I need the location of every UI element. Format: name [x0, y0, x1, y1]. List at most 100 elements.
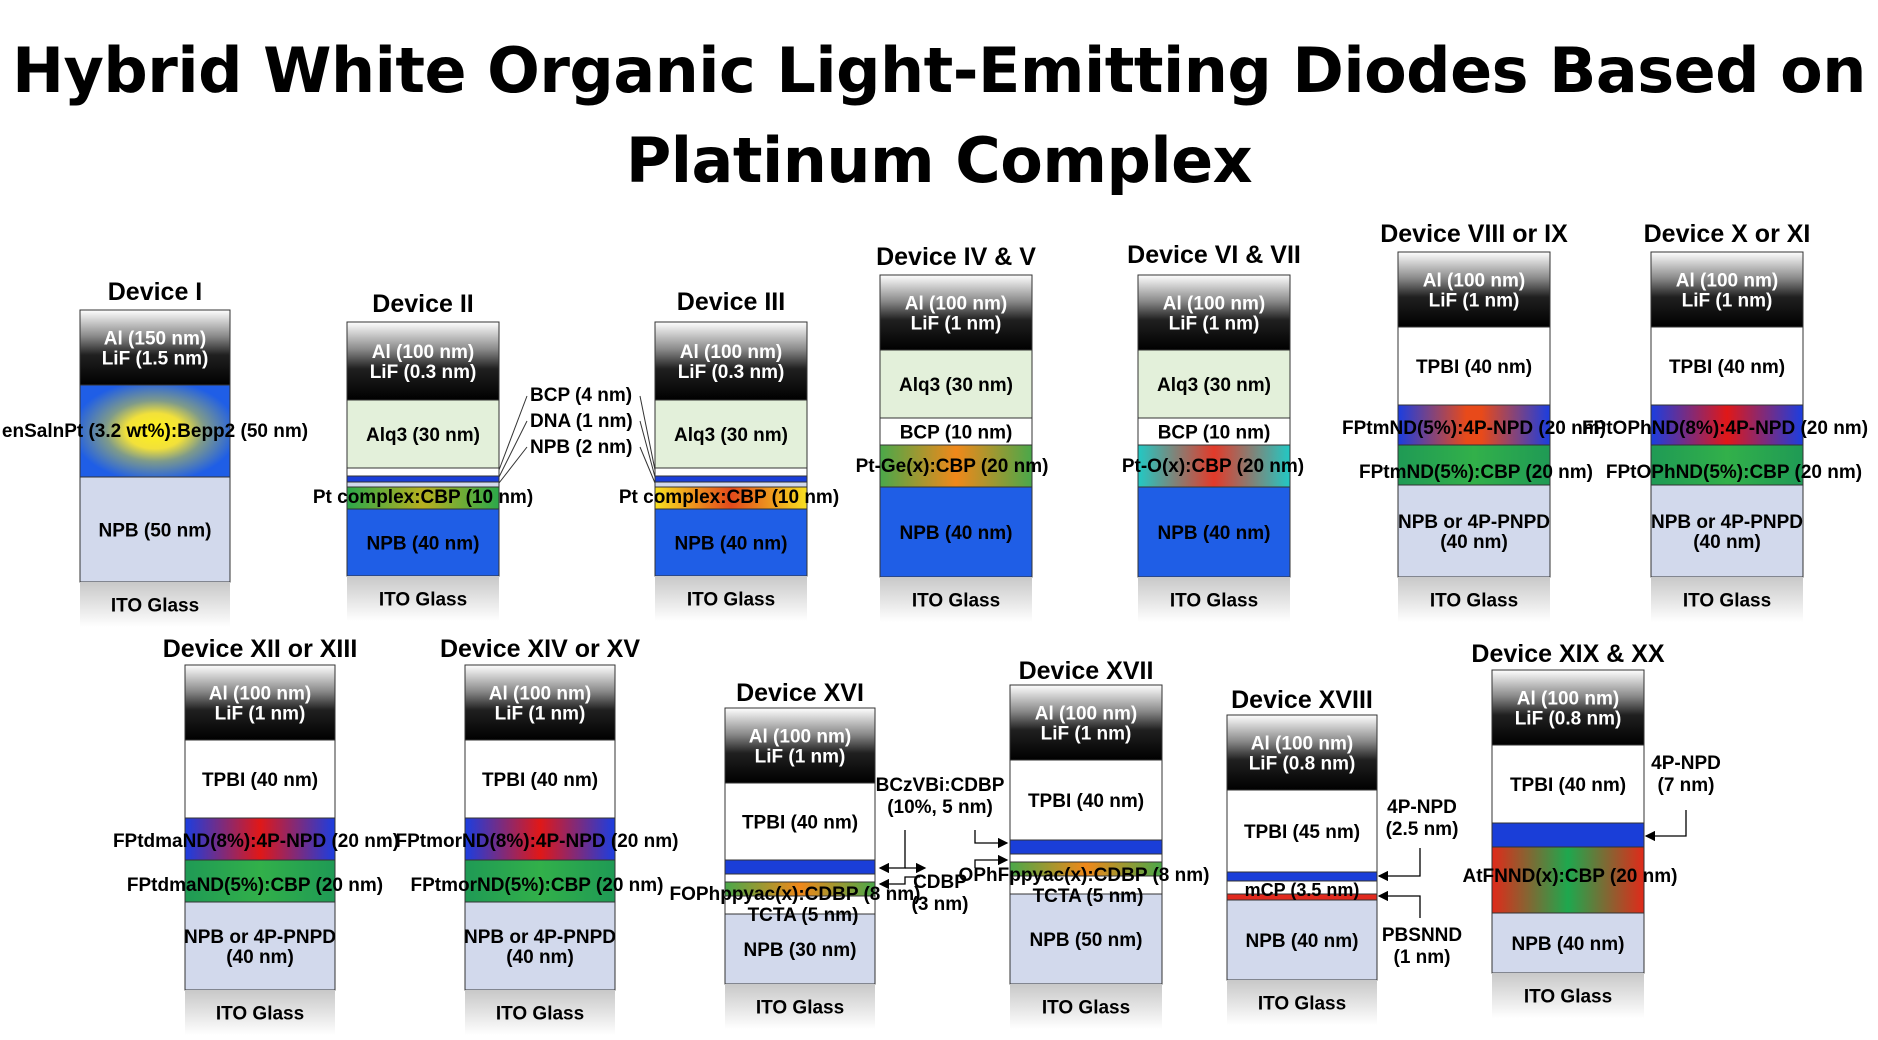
layer-label-eml1: FPtOPhND(8%):4P-NPD (20 nm)	[1582, 418, 1868, 439]
layer-label-ito: ITO Glass	[756, 998, 844, 1019]
layer-label-npb: NPB or 4P-PNPD (40 nm)	[1398, 512, 1550, 553]
layer-ito	[1138, 577, 1290, 622]
callout-arrow	[878, 830, 906, 874]
device-dev10: Device X or XI Al (100 nm) LiF (1 nm) TPBI …	[1582, 220, 1868, 622]
layer-npb	[1226, 899, 1378, 981]
layer-label-top: Al (100 nm) LiF (0.8 nm)	[1515, 689, 1622, 730]
layer-label-eml1: FPtmND(5%):4P-NPD (20 nm)	[1342, 418, 1606, 439]
layer-tpbi	[1226, 789, 1378, 873]
layer-label-eml: Pt-O(x):CBP (20 nm)	[1122, 456, 1304, 477]
annotation-label: NPB (2 nm)	[530, 437, 632, 458]
layer-undefined	[1491, 822, 1645, 848]
layer-label-eml2: FPtmorND(5%):CBP (20 nm)	[410, 875, 663, 896]
layer-label-eml2: FPtmND(5%):CBP (20 nm)	[1359, 462, 1593, 483]
layer-label-bcp: BCP (10 nm)	[900, 423, 1013, 444]
device-dev1: Device I Al (150 nm) LiF (1.5 nm) NPB (50 n…	[2, 278, 308, 627]
device-dev3: Device III Al (100 nm) LiF (0.3 nm) Alq3 (3…	[619, 288, 839, 621]
device-title: Device VI & VII	[1127, 241, 1301, 269]
layer-label-eml: FOPhppyac(x):CDBP (8 nm)	[670, 884, 921, 905]
layer-alq	[654, 399, 808, 469]
layer-label-alq: Alq3 (30 nm)	[674, 425, 788, 446]
layer-ito	[1492, 973, 1644, 1018]
layer-label-ito: ITO Glass	[111, 596, 199, 617]
device-title: Device XIX & XX	[1471, 640, 1664, 668]
layer-label-tpbi: TPBI (40 nm)	[1510, 775, 1626, 796]
layer-label-tpbi: TPBI (45 nm)	[1244, 822, 1360, 843]
layer-eml1	[1650, 404, 1804, 446]
layer-label-top: Al (100 nm) LiF (0.3 nm)	[678, 342, 785, 383]
layer-label-top: Al (100 nm) LiF (1 nm)	[489, 684, 591, 725]
layer-ito	[185, 990, 335, 1035]
layer-label-pt: Pt complex:CBP (10 nm)	[313, 487, 533, 508]
layer-label-eml: OPhFppyac(x):CDBP (8 nm)	[959, 865, 1210, 886]
device-title: Device XVII	[1019, 657, 1154, 685]
layer-npb	[464, 901, 616, 991]
device-title: Device II	[372, 290, 473, 318]
device-title: Device XVIII	[1231, 686, 1373, 714]
layer-npb	[1009, 893, 1163, 985]
layer-label-alq: Alq3 (30 nm)	[366, 425, 480, 446]
device-title: Device IV & V	[876, 243, 1036, 271]
layer-alq	[879, 349, 1033, 419]
layer-label-ito: ITO Glass	[496, 1004, 584, 1025]
layer-label-top: Al (100 nm) LiF (0.3 nm)	[370, 342, 477, 383]
callout-line	[639, 395, 656, 471]
layer-label-npb: NPB (30 nm)	[744, 940, 857, 961]
annotation-label: PBSNND (1 nm)	[1382, 925, 1462, 968]
device-dev17: Device XVII Al (100 nm) LiF (1 nm) TPBI (40…	[959, 657, 1210, 1029]
layer-tpbi	[1397, 326, 1551, 406]
annotation-label: 4P-NPD (2.5 nm)	[1386, 797, 1459, 840]
callout-arrow	[878, 876, 920, 890]
layer-label-pt: Pt complex:CBP (10 nm)	[619, 487, 839, 508]
layer-label-top: Al (100 nm) LiF (0.8 nm)	[1249, 734, 1356, 775]
layer-label-npb: NPB or 4P-PNPD (40 nm)	[464, 927, 616, 968]
device-dev14: Device XIV or XV Al (100 nm) LiF (1 nm) TPB…	[396, 635, 679, 1035]
layer-label-top: Al (100 nm) LiF (1 nm)	[1423, 271, 1525, 312]
layer-label-tpbi: TPBI (40 nm)	[1416, 357, 1532, 378]
layer-tpbi	[724, 782, 876, 861]
layer-label-eml1: FPtmorND(8%):4P-NPD (20 nm)	[396, 831, 679, 852]
layer-eml2	[464, 859, 616, 903]
layer-label-npb: NPB (40 nm)	[367, 534, 480, 555]
layer-label-npb: NPB (50 nm)	[99, 521, 212, 542]
layer-tpbi	[464, 739, 616, 819]
layer-top	[654, 321, 808, 401]
layer-label-npb: NPB (40 nm)	[675, 534, 788, 555]
layer-label-eml1: FPtdmaND(8%):4P-NPD (20 nm)	[113, 831, 399, 852]
layer-label-npb: NPB (50 nm)	[1030, 930, 1143, 951]
callout-line	[639, 446, 656, 484]
annotation-label: BCP (4 nm)	[530, 385, 632, 406]
layer-label-ito: ITO Glass	[1524, 987, 1612, 1008]
layer-label-tpbi: TPBI (40 nm)	[1028, 791, 1144, 812]
layer-ito	[1398, 577, 1550, 622]
layer-top	[1226, 714, 1378, 791]
layer-tpbi	[1491, 744, 1645, 824]
layer-eml	[879, 444, 1033, 488]
annotation-label: BCzVBi:CDBP (10%, 5 nm)	[876, 775, 1005, 818]
layer-ito	[1227, 980, 1377, 1025]
layer-ito	[725, 984, 875, 1029]
layer-npb	[879, 486, 1033, 578]
layer-bcp	[879, 417, 1033, 446]
device-title: Device XII or XIII	[163, 635, 358, 663]
layer-label-tpbi: TPBI (40 nm)	[482, 770, 598, 791]
layer-label-tpbi: TPBI (40 nm)	[742, 813, 858, 834]
layer-alq	[1137, 349, 1291, 419]
device-dev19: Device XIX & XX Al (100 nm) LiF (0.8 nm) TP…	[1463, 640, 1721, 1018]
device-dev16: Device XVI Al (100 nm) LiF (1 nm) TPBI (40 …	[670, 679, 1009, 1029]
layer-label-mcp: mCP (3.5 nm)	[1245, 880, 1360, 900]
layer-npb	[1397, 484, 1551, 578]
annotation-label: 4P-NPD (7 nm)	[1651, 753, 1721, 796]
layer-label-ito: ITO Glass	[1170, 591, 1258, 612]
layer-label-top: Al (150 nm) LiF (1.5 nm)	[102, 329, 209, 370]
device-title: Device VIII or IX	[1380, 220, 1568, 248]
layer-label-top: Al (100 nm) LiF (1 nm)	[749, 727, 851, 768]
layer-ito	[465, 990, 615, 1035]
layer-top	[1137, 274, 1291, 351]
layer-label-ito: ITO Glass	[1258, 994, 1346, 1015]
layer-eml2	[184, 859, 336, 903]
layer-label-tcta: TCTA (5 nm)	[1033, 886, 1144, 907]
callout-arrow	[1377, 890, 1421, 918]
layer-label-ito: ITO Glass	[1683, 591, 1771, 612]
